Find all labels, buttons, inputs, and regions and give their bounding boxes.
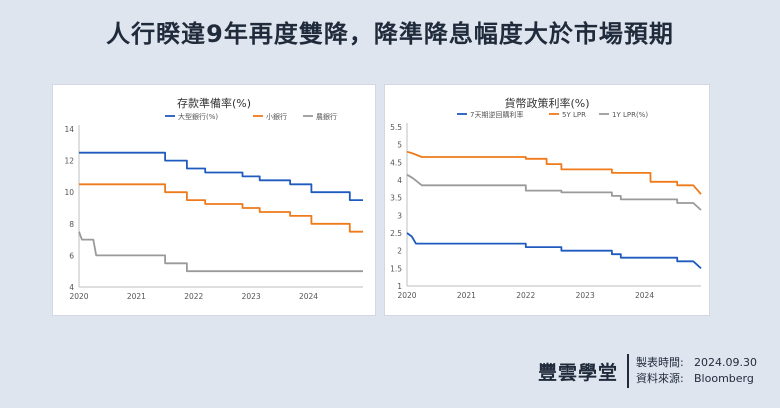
x-tick-label: 2020 [69, 292, 88, 301]
chart-panel-policy-rate: 貨幣政策利率(%) 1 1.5 2 2.5 3 3.5 4 4.5 5 5.5 2020 2021 202… [384, 84, 710, 316]
footer-info: 製表時間: 2024.09.30 資料來源: Bloomberg [636, 355, 757, 387]
legend-label-0: 大型銀行(%) [178, 112, 218, 121]
policy-rate-chart: 貨幣政策利率(%) 1 1.5 2 2.5 3 3.5 4 4.5 5 5.5 2020 2021 202… [390, 96, 702, 300]
y-tick-label: 5 [397, 141, 402, 150]
x-tick-label: 2022 [516, 291, 535, 300]
date-label: 製表時間: [636, 356, 684, 369]
brand-name: 豐雲學堂 [538, 362, 619, 384]
y-tick-label: 2 [397, 247, 402, 256]
legend-label-2: 農銀行 [316, 112, 337, 121]
x-tick-label: 2023 [576, 291, 595, 300]
x-tick-label: 2021 [457, 291, 476, 300]
legend-label-2: 1Y LPR(%) [612, 111, 648, 119]
y-tick-label: 3 [397, 211, 402, 220]
chart-title: 存款準備率(%) [177, 96, 251, 110]
series-line-0 [406, 232, 702, 269]
x-tick-label: 2024 [635, 291, 654, 300]
y-tick-label: 1 [397, 282, 402, 291]
footer-divider [627, 354, 629, 388]
x-tick-label: 2020 [397, 291, 416, 300]
y-tick-label: 4 [397, 176, 402, 185]
legend-label-1: 5Y LPR [562, 111, 586, 119]
legend-label-1: 小銀行 [266, 112, 287, 121]
source-value: Bloomberg [694, 372, 754, 385]
chart-panel-reserve-ratio: 存款準備率(%) 4 6 8 10 12 14 2020 2021 2022 2023 2024 大型銀… [52, 84, 376, 316]
y-tick-label: 4 [69, 283, 74, 292]
chart-title: 貨幣政策利率(%) [504, 96, 589, 110]
y-tick-label: 1.5 [390, 264, 402, 273]
source-label: 資料來源: [636, 372, 684, 385]
series-line-2 [406, 173, 702, 211]
footer-date-row: 製表時間: 2024.09.30 [636, 355, 757, 371]
date-value: 2024.09.30 [694, 356, 757, 369]
series-line-1 [79, 183, 363, 233]
y-tick-label: 12 [64, 157, 74, 166]
x-tick-label: 2023 [242, 292, 261, 301]
x-tick-label: 2024 [299, 292, 318, 301]
y-tick-label: 10 [64, 188, 74, 197]
page-title: 人行睽違9年再度雙降，降準降息幅度大於市場預期 [106, 20, 674, 48]
series-line-1 [406, 150, 702, 195]
y-tick-label: 5.5 [390, 123, 402, 132]
x-tick-label: 2022 [184, 292, 203, 301]
y-tick-label: 3.5 [390, 194, 402, 203]
y-tick-label: 4.5 [390, 158, 402, 167]
y-tick-label: 6 [69, 251, 74, 260]
x-tick-label: 2021 [127, 292, 146, 301]
series-line-0 [79, 151, 363, 201]
y-tick-label: 2.5 [390, 229, 402, 238]
y-tick-label: 14 [64, 125, 74, 134]
reserve-ratio-chart: 存款準備率(%) 4 6 8 10 12 14 2020 2021 2022 2023 2024 大型銀… [64, 96, 363, 301]
series-line-2 [78, 231, 363, 273]
y-tick-label: 8 [69, 220, 74, 229]
legend-label-0: 7天期逆回購利率 [470, 110, 523, 119]
footer-source-row: 資料來源: Bloomberg [636, 371, 757, 387]
